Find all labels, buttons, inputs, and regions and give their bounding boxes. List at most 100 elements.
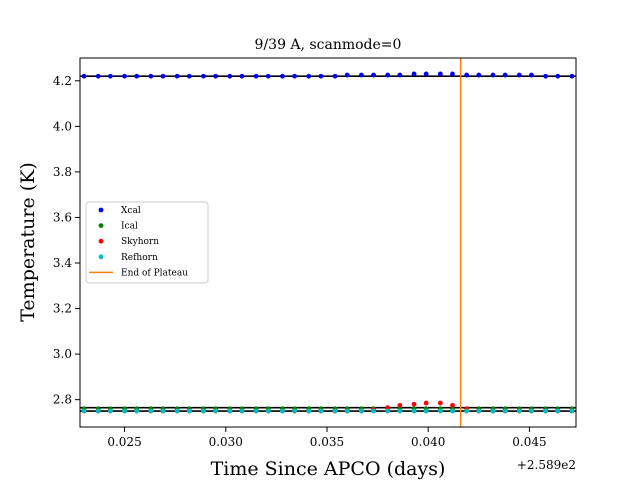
point-refhorn-33 — [516, 408, 522, 414]
point-xcal-34 — [529, 72, 534, 78]
point-xcal-1 — [95, 73, 101, 79]
point-xcal-24 — [397, 72, 403, 78]
legend-box — [85, 201, 209, 284]
point-xcal-22 — [371, 72, 376, 78]
point-xcal-14 — [265, 73, 271, 79]
point-refhorn-9 — [201, 408, 206, 414]
point-xcal-10 — [213, 73, 219, 79]
point-refhorn-22 — [371, 408, 376, 414]
point-xcal-0 — [81, 73, 87, 79]
legend-label-xcal: Xcal — [121, 206, 141, 216]
point-refhorn-30 — [476, 408, 482, 414]
point-xcal-15 — [280, 73, 285, 79]
point-refhorn-24 — [397, 408, 403, 414]
point-xcal-9 — [201, 73, 206, 79]
point-refhorn-36 — [555, 408, 561, 414]
point-xcal-29 — [464, 72, 470, 78]
point-skyhorn-28 — [450, 402, 455, 408]
point-xcal-5 — [148, 73, 154, 79]
point-refhorn-16 — [292, 408, 297, 414]
point-skyhorn-24 — [397, 402, 403, 408]
series-refhorn — [81, 408, 575, 414]
point-refhorn-28 — [450, 408, 455, 414]
axes: 0.025 0.030 0.035 0.040 0.045 2.8 3.0 3.2 3.4 3.6… — [53, 74, 547, 449]
y-tick-label-1: 3.0 — [53, 347, 72, 361]
point-refhorn-1 — [95, 408, 101, 414]
point-xcal-16 — [292, 73, 297, 79]
legend-marker-skyhorn — [98, 238, 104, 244]
point-refhorn-12 — [239, 408, 245, 414]
point-xcal-33 — [516, 72, 522, 78]
y-tick-label-0: 2.8 — [53, 393, 72, 407]
x-tick-label-1: 0.030 — [209, 435, 243, 449]
point-xcal-17 — [306, 73, 312, 79]
point-xcal-37 — [569, 73, 575, 79]
point-xcal-28 — [450, 71, 455, 77]
point-refhorn-19 — [332, 408, 338, 414]
point-refhorn-8 — [186, 408, 192, 414]
point-xcal-23 — [385, 72, 391, 78]
y-tick-label-7: 4.2 — [53, 74, 72, 88]
point-xcal-12 — [239, 73, 245, 79]
point-xcal-19 — [332, 73, 338, 79]
point-refhorn-21 — [359, 408, 364, 414]
plot-area — [80, 58, 576, 427]
point-refhorn-31 — [490, 408, 496, 414]
point-refhorn-0 — [81, 408, 87, 414]
point-skyhorn-26 — [423, 400, 429, 406]
point-xcal-3 — [122, 73, 127, 79]
point-refhorn-10 — [213, 408, 219, 414]
series-xcal — [81, 71, 575, 79]
point-xcal-32 — [502, 72, 508, 78]
point-refhorn-34 — [529, 408, 534, 414]
point-refhorn-7 — [174, 408, 180, 414]
point-xcal-8 — [186, 73, 192, 79]
point-refhorn-35 — [543, 408, 549, 414]
x-tick-label-2: 0.035 — [310, 435, 344, 449]
point-refhorn-32 — [502, 408, 508, 414]
x-tick-label-4: 0.045 — [512, 435, 546, 449]
y-axis-title: Temperature (K) — [17, 162, 39, 322]
point-refhorn-27 — [437, 408, 443, 414]
point-refhorn-26 — [423, 408, 429, 414]
point-refhorn-4 — [134, 408, 140, 414]
y-tick-label-6: 4.0 — [53, 119, 72, 133]
point-xcal-31 — [490, 72, 496, 78]
point-refhorn-13 — [253, 408, 259, 414]
point-xcal-20 — [344, 72, 350, 78]
point-refhorn-25 — [411, 408, 417, 414]
chart-title: 9/39 A, scanmode=0 — [255, 37, 402, 53]
point-refhorn-2 — [107, 408, 113, 414]
point-xcal-36 — [555, 73, 561, 79]
y-tick-label-5: 3.8 — [53, 165, 72, 179]
point-xcal-4 — [134, 73, 140, 79]
x-axis-title: Time Since APCO (days) — [211, 458, 446, 480]
y-tick-label-2: 3.2 — [53, 302, 72, 316]
point-refhorn-14 — [265, 408, 271, 414]
point-skyhorn-23 — [385, 405, 391, 411]
x-tick-label-3: 0.040 — [411, 435, 445, 449]
point-xcal-6 — [160, 73, 166, 79]
point-xcal-25 — [411, 71, 417, 77]
point-xcal-21 — [359, 72, 364, 78]
legend-label-end-of-plateau: End of Plateau — [121, 268, 188, 278]
plot-frame — [79, 57, 577, 428]
point-xcal-11 — [227, 73, 233, 79]
legend-marker-ical — [98, 223, 104, 229]
y-tick-label-4: 3.6 — [53, 210, 72, 224]
point-refhorn-20 — [344, 408, 350, 414]
legend: Xcal Ical Skyhorn Refhorn End of Plateau — [85, 201, 209, 284]
point-xcal-35 — [543, 73, 549, 79]
point-refhorn-3 — [122, 408, 127, 414]
point-skyhorn-25 — [411, 401, 417, 407]
point-xcal-13 — [253, 73, 259, 79]
point-xcal-30 — [476, 72, 482, 78]
y-tick-label-3: 3.4 — [53, 256, 72, 270]
x-axis-offset-label: +2.589e2 — [517, 458, 576, 472]
point-xcal-7 — [174, 73, 180, 79]
point-refhorn-5 — [148, 408, 154, 414]
point-refhorn-18 — [318, 408, 324, 414]
legend-label-skyhorn: Skyhorn — [121, 237, 159, 247]
point-refhorn-15 — [280, 408, 285, 414]
